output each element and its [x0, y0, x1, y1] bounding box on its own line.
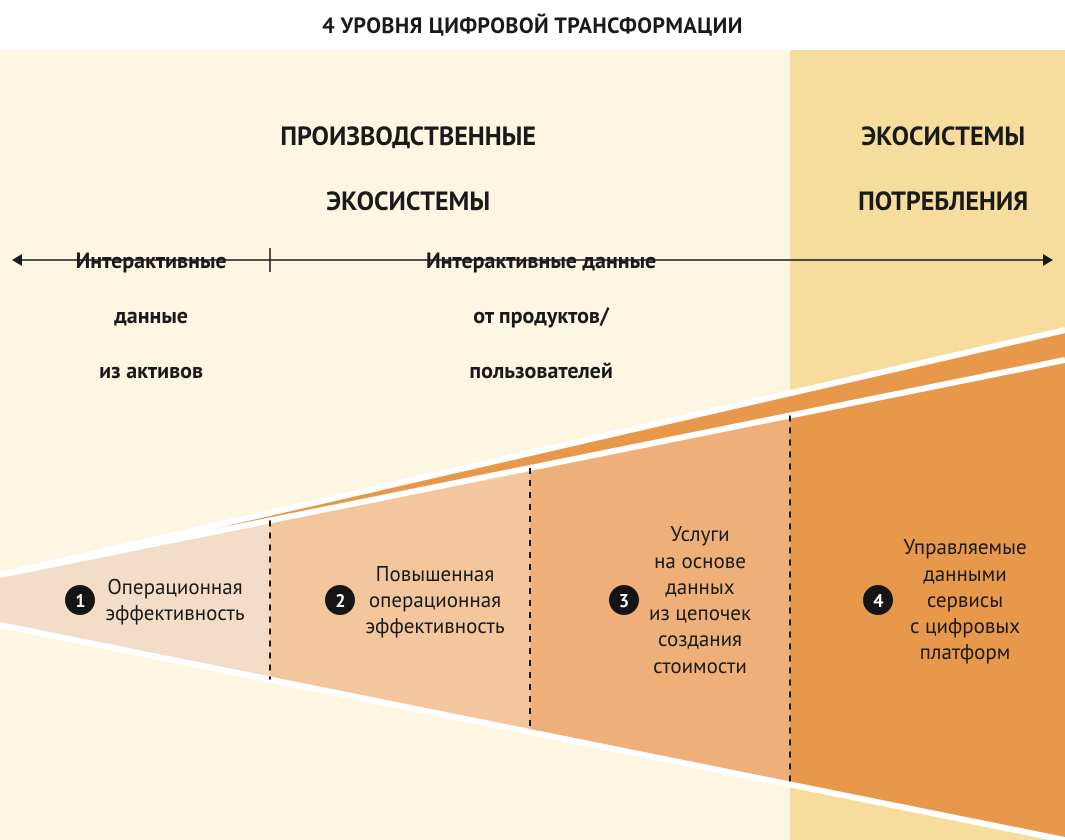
- step-number-badge: 4: [863, 585, 893, 615]
- header-line: ЭКОСИСТЕМЫ: [326, 185, 490, 218]
- diagram-title: 4 УРОВНЯ ЦИФРОВОЙ ТРАНСФОРМАЦИИ: [0, 12, 1065, 40]
- step-label: Повышеннаяоперационнаяэффективность: [365, 561, 504, 640]
- axis-label-line: Интерактивные данные: [426, 247, 656, 275]
- axis-label-left: Интерактивные данные из активов: [0, 220, 360, 413]
- axis-label-line: данные: [114, 302, 188, 330]
- step-1: 1 Операционнаяэффективность: [65, 574, 244, 627]
- axis-label-right: Интерактивные данные от продуктов/ польз…: [310, 220, 750, 413]
- step-number-badge: 2: [325, 585, 355, 615]
- header-line: ПРОИЗВОДСТВЕННЫЕ: [280, 120, 536, 153]
- step-4: 4 Управляемыеданнымисервисыс цифровыхплат…: [863, 534, 1026, 665]
- header-line: ПОТРЕБЛЕНИЯ: [858, 185, 1028, 218]
- step-3: 3 Услугина основеданныхиз цепочексоздания…: [609, 521, 751, 679]
- step-2: 2 Повышеннаяоперационнаяэффективность: [325, 561, 504, 640]
- step-number-badge: 3: [609, 585, 639, 615]
- axis-label-line: из активов: [99, 357, 203, 385]
- axis-label-line: от продуктов/: [473, 302, 609, 330]
- header-line: ЭКОСИСТЕМЫ: [861, 120, 1025, 153]
- step-label: Услугина основеданныхиз цепочексозданияс…: [649, 521, 751, 679]
- axis-label-line: Интерактивные: [76, 247, 227, 275]
- step-number-badge: 1: [65, 585, 95, 615]
- axis-label-line: пользователей: [469, 357, 612, 385]
- step-label: Операционнаяэффективность: [105, 574, 244, 627]
- step-label: Управляемыеданнымисервисыс цифровыхплатф…: [903, 534, 1026, 665]
